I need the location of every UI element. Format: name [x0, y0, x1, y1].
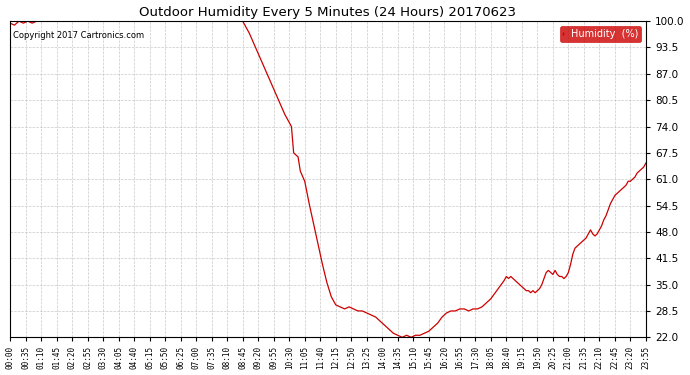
Text: Copyright 2017 Cartronics.com: Copyright 2017 Cartronics.com	[13, 31, 144, 40]
Title: Outdoor Humidity Every 5 Minutes (24 Hours) 20170623: Outdoor Humidity Every 5 Minutes (24 Hou…	[139, 6, 517, 18]
Legend: Humidity  (%): Humidity (%)	[560, 26, 641, 42]
